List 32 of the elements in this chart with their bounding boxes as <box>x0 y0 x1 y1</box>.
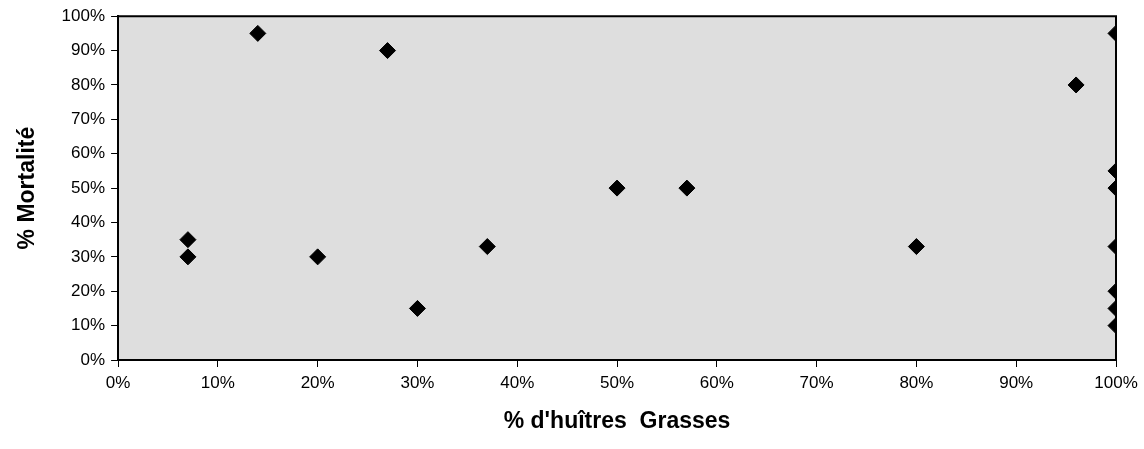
point <box>408 299 426 317</box>
x-tick-label: 80% <box>899 372 934 392</box>
x-axis-title: % d'huîtres Grasses <box>503 406 731 433</box>
x-tick-label: 60% <box>699 372 734 392</box>
point <box>249 24 267 42</box>
x-tick-label: 0% <box>105 372 131 392</box>
x-tick-label: 40% <box>500 372 535 392</box>
point <box>608 179 626 197</box>
y-tick-label: 50% <box>71 177 106 197</box>
y-tick-label: 0% <box>80 349 106 369</box>
y-tick-label: 30% <box>71 246 106 266</box>
point <box>179 248 197 266</box>
point <box>179 231 197 249</box>
y-axis-title: % Mortalité <box>13 126 40 250</box>
y-tick-label: 40% <box>71 212 106 232</box>
point <box>309 248 327 266</box>
y-tick-label: 20% <box>71 280 106 300</box>
x-tick-label: 10% <box>200 372 235 392</box>
point <box>379 42 397 60</box>
y-tick-label: 90% <box>71 40 106 60</box>
y-tick-label: 100% <box>61 5 106 25</box>
x-tick-label: 30% <box>400 372 435 392</box>
y-tick-label: 70% <box>71 109 106 129</box>
y-tick-label: 10% <box>71 315 106 335</box>
x-tick-label: 100% <box>1094 372 1138 392</box>
x-tick-label: 90% <box>999 372 1034 392</box>
x-tick-label: 20% <box>300 372 335 392</box>
y-tick-label: 60% <box>71 143 106 163</box>
x-tick-label: 70% <box>799 372 834 392</box>
point <box>478 238 496 256</box>
y-tick-label: 80% <box>71 74 106 94</box>
x-tick-label: 50% <box>600 372 635 392</box>
